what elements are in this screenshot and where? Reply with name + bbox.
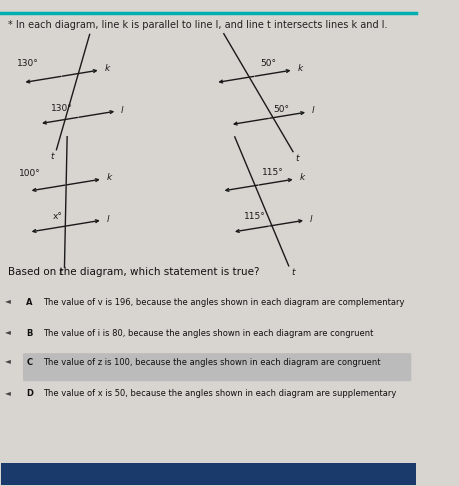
Text: t: t [50, 152, 54, 161]
Text: 130°: 130° [51, 104, 73, 113]
Text: l: l [310, 214, 312, 224]
Text: ◄: ◄ [5, 296, 11, 305]
Text: l: l [121, 105, 123, 115]
Text: ◄: ◄ [5, 388, 11, 397]
Text: 50°: 50° [273, 105, 289, 115]
Text: 130°: 130° [17, 59, 39, 68]
Text: t: t [295, 154, 298, 163]
Text: k: k [297, 65, 302, 73]
Text: The value of v is 196, because the angles shown in each diagram are complementar: The value of v is 196, because the angle… [43, 297, 404, 307]
Text: The value of z is 100, because the angles shown in each diagram are congruent: The value of z is 100, because the angle… [43, 358, 381, 367]
Text: k: k [106, 174, 112, 183]
Text: B: B [26, 329, 33, 338]
Text: ◄: ◄ [5, 328, 11, 337]
Text: 50°: 50° [261, 59, 277, 68]
Text: l: l [106, 214, 109, 224]
Text: * In each diagram, line k is parallel to line l, and line t intersects lines k a: * In each diagram, line k is parallel to… [8, 20, 387, 30]
FancyBboxPatch shape [1, 463, 416, 485]
Text: x°: x° [52, 212, 62, 221]
Text: A: A [26, 297, 33, 307]
Text: 100°: 100° [19, 169, 41, 178]
Text: 115°: 115° [244, 212, 266, 221]
Text: 115°: 115° [262, 168, 284, 177]
Text: Based on the diagram, which statement is true?: Based on the diagram, which statement is… [8, 267, 259, 277]
Text: k: k [299, 174, 304, 183]
Text: The value of i is 80, because the angles shown in each diagram are congruent: The value of i is 80, because the angles… [43, 329, 373, 338]
Text: D: D [26, 389, 34, 399]
Text: C: C [26, 358, 33, 367]
Text: l: l [312, 106, 314, 116]
Text: t: t [58, 268, 62, 277]
Text: t: t [291, 268, 295, 277]
Text: k: k [104, 65, 110, 73]
FancyBboxPatch shape [23, 353, 411, 381]
Text: The value of x is 50, because the angles shown in each diagram are supplementary: The value of x is 50, because the angles… [43, 389, 396, 399]
Text: ◄: ◄ [5, 357, 11, 365]
